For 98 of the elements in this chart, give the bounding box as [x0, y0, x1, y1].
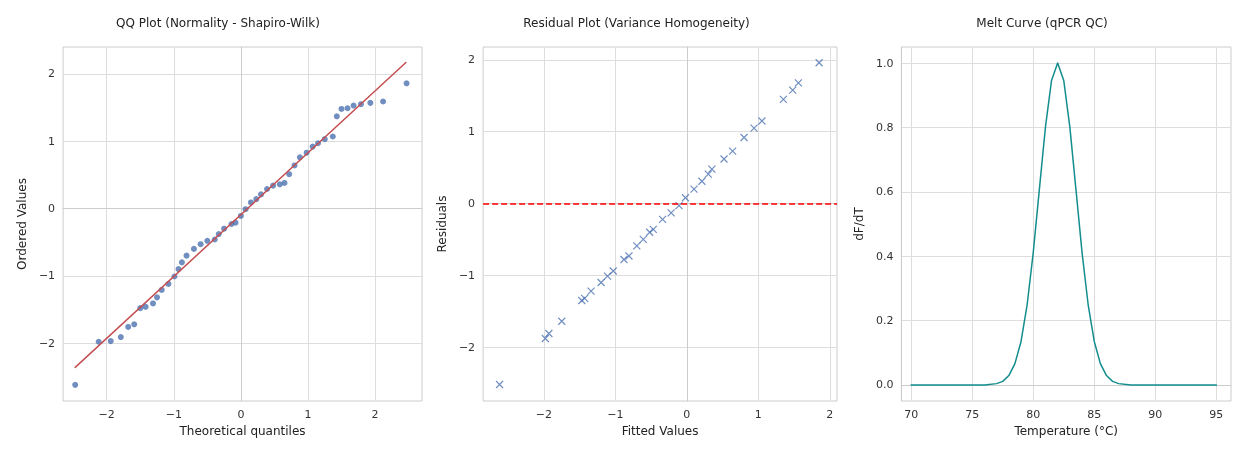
x-axis-title: Fitted Values	[621, 424, 699, 438]
y-axis-title: Residuals	[435, 195, 449, 253]
x-tick-label: −2	[535, 408, 552, 421]
point	[338, 105, 345, 112]
y-tick-label: 0	[468, 197, 476, 211]
y-tick-label: 1	[468, 125, 476, 139]
point	[619, 255, 629, 264]
x-tick-label: 2	[826, 408, 834, 421]
y-tick-label: 0.0	[875, 378, 894, 392]
y-axis-title: dF/dT	[852, 206, 866, 241]
point	[329, 133, 336, 140]
y-tick-label: 2	[468, 53, 476, 67]
y-tick-label: 1.0	[875, 56, 894, 70]
point	[580, 294, 589, 303]
x-axis-title: Theoretical quantiles	[178, 424, 306, 438]
x-tick-label: 90	[1148, 408, 1163, 421]
point	[596, 278, 606, 287]
x-tick-label: 1	[304, 408, 312, 421]
x-tick-label: 75	[965, 408, 980, 421]
x-tick-label: 1	[754, 408, 762, 421]
point	[281, 179, 288, 186]
point	[190, 245, 197, 252]
point	[815, 58, 824, 67]
point	[125, 323, 132, 330]
point	[603, 271, 612, 281]
y-tick-label: −2	[458, 340, 476, 354]
point	[632, 241, 641, 250]
point	[779, 95, 788, 104]
y-tick-label: −1	[38, 269, 56, 283]
x-tick-label: 95	[1209, 408, 1224, 421]
point	[495, 380, 504, 389]
point	[639, 235, 648, 244]
point	[154, 294, 161, 301]
point	[645, 228, 654, 237]
x-tick-label: 80	[1026, 408, 1041, 421]
point	[749, 124, 759, 133]
point	[609, 266, 618, 276]
point	[794, 78, 803, 87]
point	[107, 338, 114, 345]
x-tick-label: 2	[371, 408, 379, 421]
x-tick-label: −1	[607, 408, 624, 421]
line-series	[910, 62, 1218, 386]
x-tick-label: 0	[683, 408, 691, 421]
chart-title: QQ Plot (Normality - Shapiro-Wilk)	[116, 16, 320, 30]
point	[757, 116, 767, 126]
point	[719, 154, 729, 164]
point	[197, 241, 204, 248]
point	[183, 252, 190, 259]
chart-title: Melt Curve (qPCR QC)	[976, 16, 1108, 30]
point	[658, 215, 667, 224]
point	[380, 98, 387, 105]
y-tick-label: 0.6	[875, 185, 894, 199]
y-tick-label: 0.4	[875, 249, 894, 263]
point	[704, 170, 713, 179]
point	[150, 300, 156, 307]
x-tick-label: 85	[1087, 408, 1102, 421]
y-tick-label: −2	[38, 336, 56, 350]
x-tick-label: −1	[165, 408, 182, 421]
point	[344, 105, 351, 112]
point	[674, 201, 684, 210]
point	[697, 177, 706, 186]
y-tick-label: 0.8	[875, 120, 894, 134]
point	[728, 147, 737, 156]
point	[350, 102, 357, 109]
point	[541, 334, 550, 343]
y-tick-label: 2	[48, 67, 56, 81]
x-tick-label: 70	[904, 408, 919, 421]
y-tick-label: −1	[458, 268, 476, 282]
point	[707, 164, 716, 174]
point	[681, 193, 690, 202]
point	[689, 185, 699, 194]
y-tick-label: 1	[48, 134, 56, 148]
point	[544, 329, 553, 338]
y-axis-title: Ordered Values	[15, 178, 29, 270]
point	[142, 303, 149, 310]
x-tick-label: −2	[98, 408, 115, 421]
point	[649, 225, 658, 234]
point	[131, 321, 138, 328]
point	[204, 237, 211, 244]
point	[333, 113, 340, 120]
point	[178, 259, 185, 266]
chart-title: Residual Plot (Variance Homogeneity)	[523, 16, 750, 30]
y-tick-label: 0	[48, 202, 56, 216]
point	[72, 381, 79, 388]
point	[788, 85, 797, 95]
point	[367, 99, 374, 106]
x-tick-label: 0	[237, 408, 245, 421]
point	[117, 334, 124, 341]
point	[624, 251, 634, 261]
point	[667, 208, 676, 217]
y-tick-label: 0.2	[875, 314, 894, 328]
point	[577, 296, 586, 305]
point	[586, 287, 596, 296]
point	[739, 133, 749, 142]
point	[403, 80, 410, 87]
point	[557, 317, 566, 326]
x-axis-title: Temperature (°C)	[1013, 424, 1118, 438]
point	[276, 181, 283, 188]
